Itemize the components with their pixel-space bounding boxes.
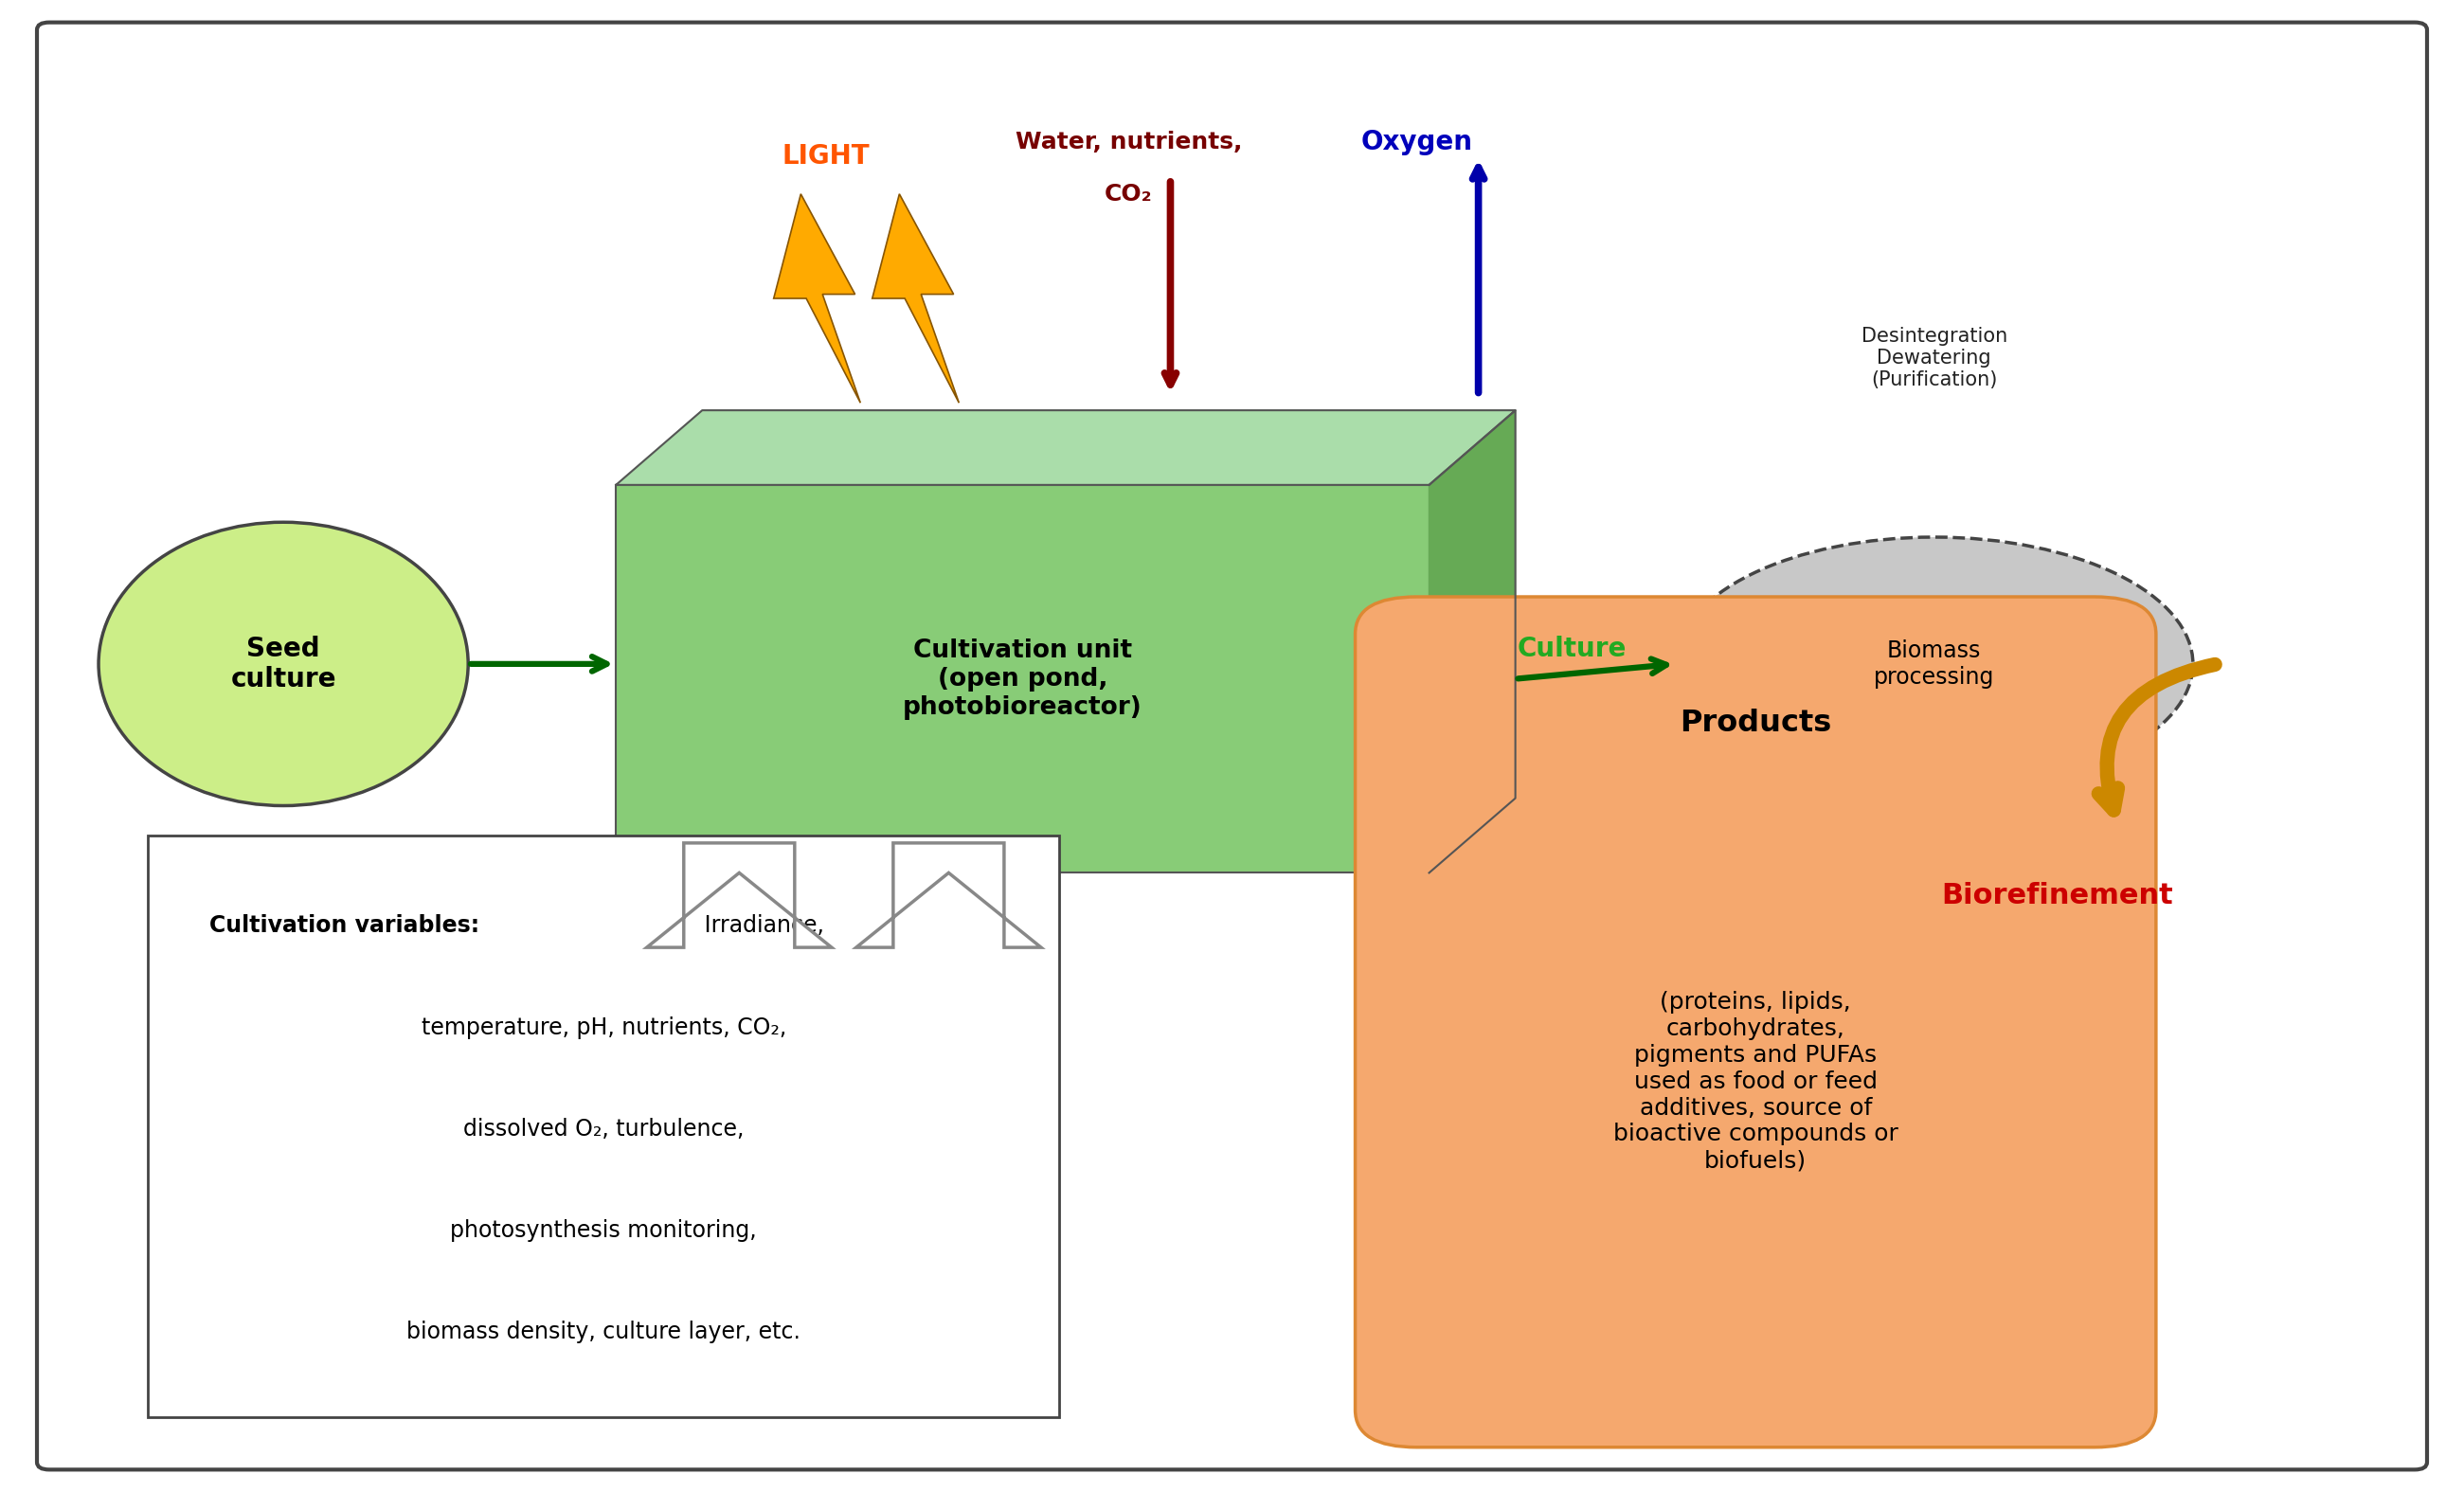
Text: LIGHT: LIGHT [781,143,870,170]
Text: Cultivation variables:: Cultivation variables: [209,915,480,937]
Polygon shape [616,410,1515,485]
FancyBboxPatch shape [616,485,1429,873]
Text: CO₂: CO₂ [1104,182,1153,206]
Text: Biorefinement: Biorefinement [1942,882,2173,909]
Text: Oxygen: Oxygen [1360,128,1473,155]
Text: Desintegration
Dewatering
(Purification): Desintegration Dewatering (Purification) [1860,327,2008,389]
Ellipse shape [99,522,468,806]
Polygon shape [774,194,860,403]
Text: biomass density, culture layer, etc.: biomass density, culture layer, etc. [407,1320,801,1343]
Polygon shape [646,843,830,947]
Ellipse shape [1676,537,2193,791]
Text: Culture: Culture [1518,636,1626,662]
Text: Biomass
processing: Biomass processing [1875,640,1993,688]
FancyBboxPatch shape [148,836,1060,1417]
Text: Cultivation unit
(open pond,
photobioreactor): Cultivation unit (open pond, photobiorea… [902,639,1143,719]
FancyBboxPatch shape [37,22,2427,1470]
Text: Products: Products [1680,709,1831,739]
Text: temperature, pH, nutrients, CO₂,: temperature, pH, nutrients, CO₂, [421,1016,786,1038]
Text: photosynthesis monitoring,: photosynthesis monitoring, [451,1219,756,1241]
Text: dissolved O₂, turbulence,: dissolved O₂, turbulence, [463,1118,744,1140]
Polygon shape [872,194,958,403]
Polygon shape [857,843,1040,947]
Text: Irradiance,: Irradiance, [697,915,823,937]
FancyBboxPatch shape [1355,597,2156,1447]
Polygon shape [1429,410,1515,873]
Text: Seed
culture: Seed culture [232,636,335,692]
Text: Water, nutrients,: Water, nutrients, [1015,130,1242,154]
Text: (proteins, lipids,
carbohydrates,
pigments and PUFAs
used as food or feed
additi: (proteins, lipids, carbohydrates, pigmen… [1614,991,1897,1173]
